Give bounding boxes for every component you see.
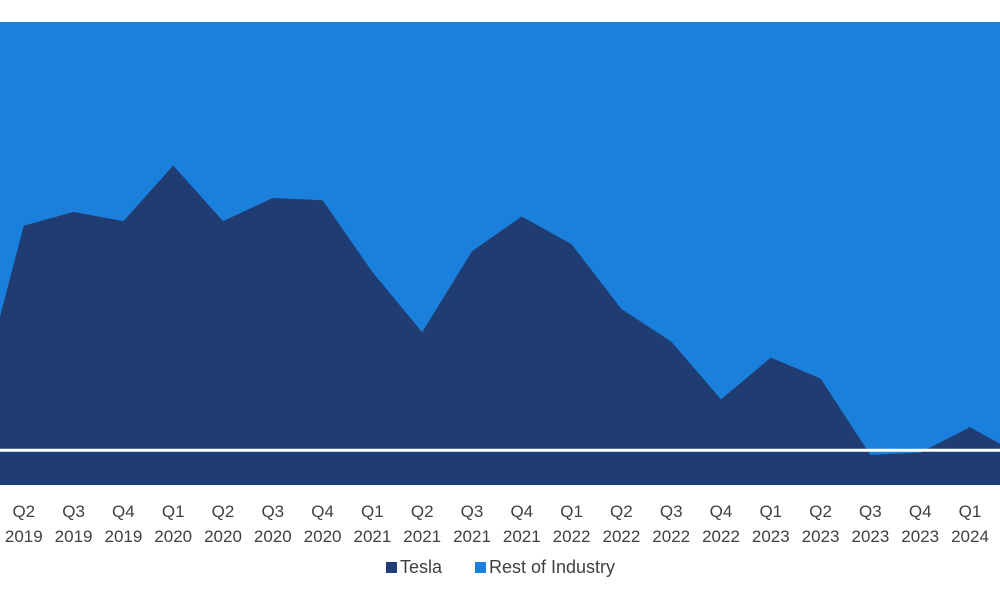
x-tick-label-year: 2022 xyxy=(652,527,690,546)
x-tick-label-year: 2020 xyxy=(204,527,242,546)
x-tick-label-year: 2020 xyxy=(304,527,342,546)
x-tick-label-year: 2020 xyxy=(254,527,292,546)
legend-swatch-rest-of-industry xyxy=(475,562,486,573)
x-tick-label-year: 2023 xyxy=(802,527,840,546)
x-tick-label-quarter: Q3 xyxy=(859,502,882,521)
x-tick-label-year: 2021 xyxy=(503,527,541,546)
x-tick-label-quarter: Q2 xyxy=(12,502,35,521)
x-tick-label-quarter: Q4 xyxy=(112,502,135,521)
stacked-area-chart: Q12019Q22019Q32019Q42019Q12020Q22020Q320… xyxy=(0,0,1000,600)
legend-swatch-tesla xyxy=(386,562,397,573)
legend-label-tesla: Tesla xyxy=(400,557,443,577)
x-tick-label-year: 2023 xyxy=(752,527,790,546)
x-tick-label-year: 2021 xyxy=(353,527,391,546)
x-tick-label-year: 2024 xyxy=(951,527,989,546)
x-tick-label-quarter: Q1 xyxy=(162,502,185,521)
x-tick-label-quarter: Q1 xyxy=(759,502,782,521)
x-tick-label-quarter: Q2 xyxy=(212,502,235,521)
x-tick-label-year: 2022 xyxy=(702,527,740,546)
x-tick-label-quarter: Q2 xyxy=(610,502,633,521)
x-tick-label-year: 2021 xyxy=(453,527,491,546)
x-tick-label-year: 2022 xyxy=(602,527,640,546)
x-tick-label-year: 2019 xyxy=(104,527,142,546)
x-tick-label-quarter: Q4 xyxy=(710,502,733,521)
x-tick-label-year: 2023 xyxy=(901,527,939,546)
x-tick-label-year: 2023 xyxy=(851,527,889,546)
x-tick-label-quarter: Q1 xyxy=(361,502,384,521)
x-tick-label-year: 2019 xyxy=(55,527,93,546)
x-tick-label-quarter: Q4 xyxy=(311,502,334,521)
x-tick-label-quarter: Q1 xyxy=(959,502,982,521)
x-tick-label-quarter: Q2 xyxy=(411,502,434,521)
x-tick-label-year: 2022 xyxy=(553,527,591,546)
x-tick-label-quarter: Q4 xyxy=(909,502,932,521)
x-tick-label-quarter: Q3 xyxy=(660,502,683,521)
chart-container: Q12019Q22019Q32019Q42019Q12020Q22020Q320… xyxy=(0,0,1000,600)
x-tick-label-quarter: Q3 xyxy=(62,502,85,521)
x-tick-label-quarter: Q3 xyxy=(461,502,484,521)
x-tick-label-quarter: Q4 xyxy=(510,502,533,521)
x-tick-label-year: 2019 xyxy=(5,527,43,546)
x-tick-label-quarter: Q1 xyxy=(560,502,583,521)
x-tick-label-quarter: Q2 xyxy=(809,502,832,521)
legend-label-rest-of-industry: Rest of Industry xyxy=(489,557,615,577)
x-tick-label-year: 2021 xyxy=(403,527,441,546)
x-tick-label-quarter: Q3 xyxy=(261,502,284,521)
x-tick-label-year: 2020 xyxy=(154,527,192,546)
